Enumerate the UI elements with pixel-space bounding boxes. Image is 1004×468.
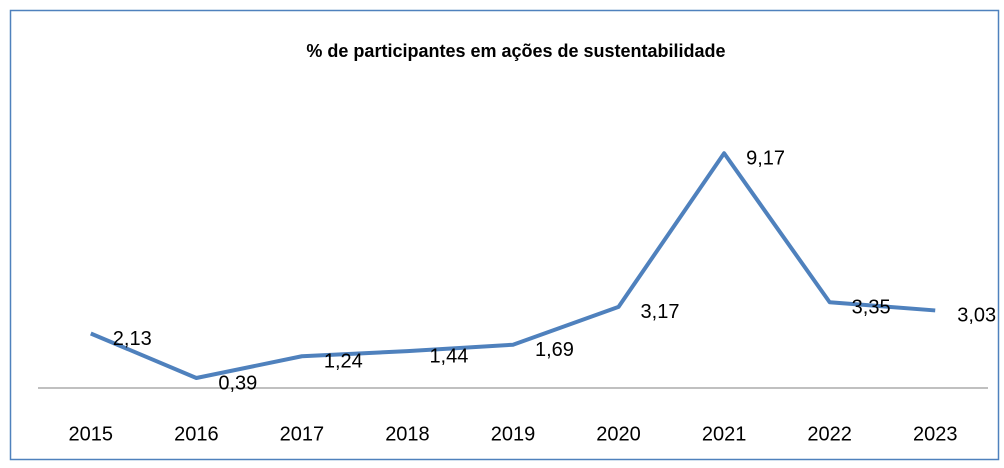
x-tick-label: 2016 <box>174 423 219 445</box>
x-tick-label: 2023 <box>913 423 958 445</box>
chart-title: % de participantes em ações de sustentab… <box>306 41 725 61</box>
data-label: 1,24 <box>324 351 363 373</box>
chart-frame <box>9 9 1000 461</box>
x-tick-label: 2020 <box>596 423 641 445</box>
data-label: 3,35 <box>852 297 891 319</box>
data-label: 3,17 <box>641 301 680 323</box>
data-label: 3,03 <box>957 305 996 327</box>
x-tick-label: 2022 <box>807 423 852 445</box>
data-label: 0,39 <box>218 372 257 394</box>
x-tick-label: 2019 <box>491 423 536 445</box>
x-tick-label: 2018 <box>385 423 430 445</box>
data-label: 9,17 <box>746 148 785 170</box>
x-tick-label: 2015 <box>69 423 114 445</box>
data-label: 2,13 <box>113 328 152 350</box>
data-label: 1,69 <box>535 339 574 361</box>
line <box>90 151 936 381</box>
x-tick-label: 2017 <box>280 423 325 445</box>
data-label: 1,44 <box>429 345 468 367</box>
x-tick-label: 2021 <box>702 423 747 445</box>
